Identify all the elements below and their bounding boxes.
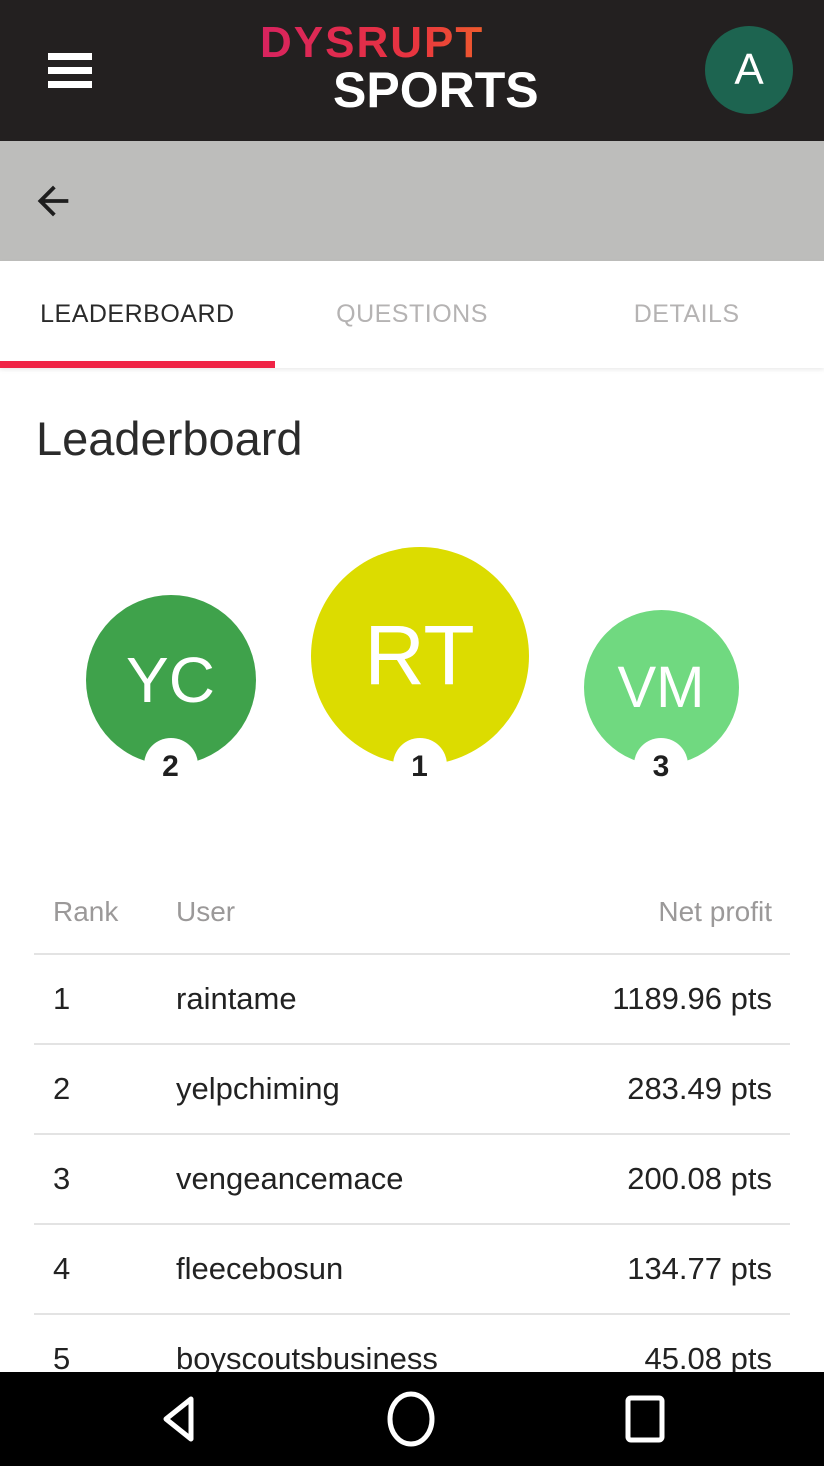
cell-user: boyscoutsbusiness — [176, 1340, 438, 1376]
arrow-left-icon[interactable] — [28, 176, 78, 226]
table-row[interactable]: 4 fleecebosun 134.77 pts — [34, 1225, 790, 1313]
home-circle-icon[interactable] — [385, 1391, 437, 1447]
logo-line1: DYSRUPT — [260, 21, 539, 65]
podium-initials: YC — [126, 643, 215, 716]
header-user: User — [176, 895, 236, 927]
cell-net-profit: 45.08 pts — [644, 1340, 772, 1376]
podium-rank: 1 — [411, 749, 428, 783]
podium: YC 2 RT 1 VM 3 — [0, 545, 824, 792]
tab-leaderboard[interactable]: LEADERBOARD — [40, 300, 235, 328]
table-row[interactable]: 5 boyscoutsbusiness 45.08 pts — [34, 1315, 790, 1403]
podium-avatar: VM — [583, 609, 739, 792]
table-divider — [34, 952, 790, 955]
recents-square-glyph — [625, 1395, 665, 1443]
home-circle-glyph — [387, 1391, 435, 1447]
back-triangle-icon[interactable] — [158, 1394, 198, 1444]
podium-rank: 3 — [652, 749, 670, 783]
cell-rank: 5 — [53, 1340, 71, 1376]
menu-bar — [48, 53, 92, 60]
cell-net-profit: 1189.96 pts — [612, 980, 772, 1016]
page-title: Leaderboard — [36, 412, 303, 465]
tab-questions[interactable]: QUESTIONS — [336, 300, 488, 328]
rank-notch — [143, 737, 198, 792]
table-row[interactable]: 3 vengeancemace 200.08 pts — [34, 1135, 790, 1223]
back-triangle-glyph — [163, 1396, 194, 1442]
logo-line2: SPORTS — [333, 62, 539, 118]
cell-user: fleecebosun — [176, 1250, 344, 1286]
active-tab-underline — [0, 361, 275, 368]
arrow-left-glyph — [37, 185, 69, 217]
menu-bar — [48, 81, 92, 88]
hamburger-menu-icon[interactable] — [48, 53, 92, 88]
cell-rank: 4 — [53, 1250, 71, 1286]
tab-details[interactable]: DETAILS — [633, 300, 740, 328]
rank-notch — [392, 737, 447, 792]
leaderboard-table: Rank User Net profit 1 raintame 1189.96 … — [34, 890, 790, 1403]
cell-user: raintame — [176, 980, 297, 1016]
table-divider — [34, 1222, 790, 1225]
cell-net-profit: 200.08 pts — [627, 1160, 772, 1196]
podium-item-third-place[interactable]: VM 3 — [583, 609, 739, 792]
cell-net-profit: 283.49 pts — [627, 1070, 772, 1106]
cell-rank: 2 — [53, 1070, 71, 1106]
menu-bar — [48, 67, 92, 74]
podium-item-first-place[interactable]: RT 1 — [310, 546, 529, 792]
tab-bar: LEADERBOARD QUESTIONS DETAILS — [0, 261, 824, 368]
table-divider — [34, 1042, 790, 1045]
table-divider — [34, 1312, 790, 1315]
avatar[interactable]: A — [705, 26, 793, 114]
recents-square-icon[interactable] — [624, 1394, 666, 1444]
app-bar: DYSRUPT SPORTS A — [0, 0, 824, 141]
table-divider — [34, 1132, 790, 1135]
rank-notch — [634, 737, 688, 792]
table-header-row: Rank User Net profit — [34, 890, 790, 934]
podium-initials: VM — [617, 654, 705, 720]
podium-avatar: YC — [85, 594, 256, 792]
header-rank: Rank — [53, 895, 119, 927]
cell-net-profit: 134.77 pts — [627, 1250, 772, 1286]
podium-initials: RT — [364, 608, 475, 703]
sub-bar — [0, 141, 824, 261]
cell-user: vengeancemace — [176, 1160, 404, 1196]
table-row[interactable]: 2 yelpchiming 283.49 pts — [34, 1045, 790, 1133]
podium-rank: 2 — [162, 749, 179, 783]
cell-rank: 3 — [53, 1160, 71, 1196]
podium-item-second-place[interactable]: YC 2 — [85, 594, 256, 792]
cell-rank: 1 — [53, 980, 71, 1016]
app-logo: DYSRUPT SPORTS — [260, 21, 539, 118]
cell-user: yelpchiming — [176, 1070, 340, 1106]
android-nav-bar — [0, 1372, 824, 1466]
header-net-profit: Net profit — [658, 895, 772, 927]
podium-avatar: RT — [310, 546, 529, 792]
table-row[interactable]: 1 raintame 1189.96 pts — [34, 955, 790, 1043]
